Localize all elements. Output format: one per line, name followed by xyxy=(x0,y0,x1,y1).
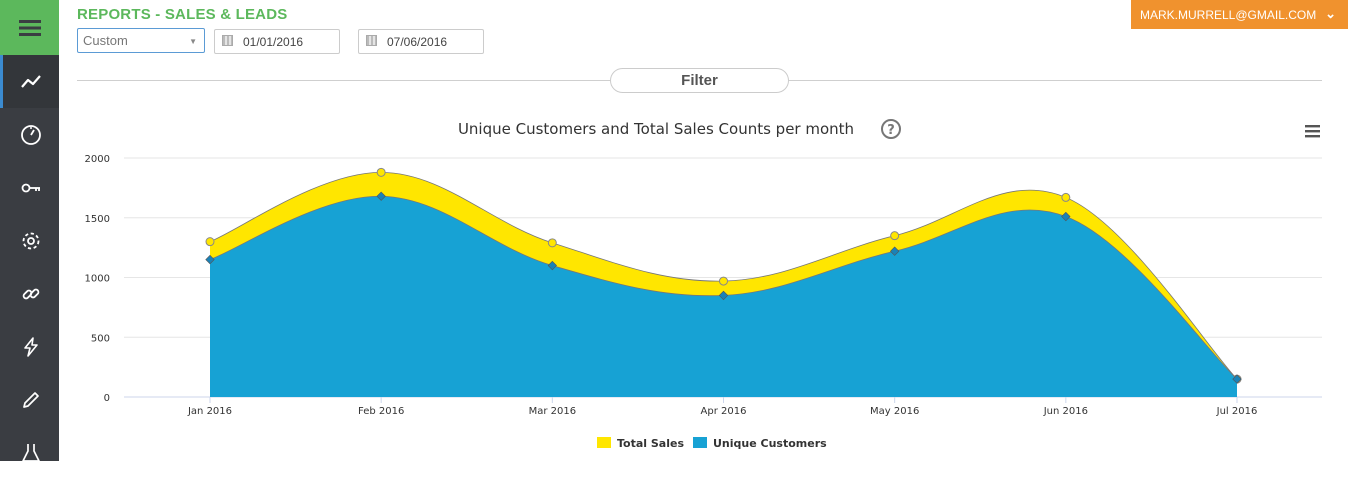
page-title: REPORTS - SALES & LEADS xyxy=(77,6,288,23)
calendar-icon xyxy=(366,35,377,46)
calendar-icon xyxy=(222,35,233,46)
legend-label[interactable]: Total Sales xyxy=(617,437,684,450)
user-menu-button[interactable]: MARK.MURRELL@GMAIL.COM ⌄ xyxy=(1131,0,1348,29)
sidebar-item-automation[interactable] xyxy=(0,320,59,373)
sidebar-item-keys[interactable] xyxy=(0,161,59,214)
x-tick-label: Apr 2016 xyxy=(701,406,747,417)
y-tick-label: 500 xyxy=(91,333,110,344)
gauge-icon xyxy=(21,124,41,145)
filter-button[interactable]: Filter xyxy=(610,68,789,93)
sidebar-item-dashboard[interactable] xyxy=(0,108,59,161)
chart-title: Unique Customers and Total Sales Counts … xyxy=(458,120,854,138)
sidebar-item-links[interactable] xyxy=(0,267,59,320)
chart-series xyxy=(205,167,1242,397)
filter-label: Filter xyxy=(681,72,718,89)
hamburger-menu-button[interactable] xyxy=(0,0,59,55)
data-point[interactable] xyxy=(376,191,386,201)
date-range-select[interactable]: Custom ▼ xyxy=(77,28,205,53)
date-range-value: Custom xyxy=(83,33,128,48)
link-icon xyxy=(22,288,40,299)
data-point[interactable] xyxy=(1061,192,1071,202)
data-point[interactable] xyxy=(890,231,900,241)
y-axis: 0 500 1000 1500 2000 xyxy=(85,154,110,404)
sidebar xyxy=(0,0,59,462)
chart-menu-icon[interactable] xyxy=(1305,125,1320,138)
key-icon xyxy=(21,183,40,192)
trend-line-icon xyxy=(21,74,41,88)
chevron-down-icon: ▼ xyxy=(189,37,197,46)
area-chart: Unique Customers and Total Sales Counts … xyxy=(85,119,1322,450)
data-point[interactable] xyxy=(205,254,215,265)
x-axis: Jan 2016 Feb 2016 Mar 2016 Apr 2016 May 2016… xyxy=(187,397,1257,417)
sidebar-item-edit[interactable] xyxy=(0,373,59,426)
x-tick-label: Jun 2016 xyxy=(1043,406,1088,417)
x-tick-label: Jul 2016 xyxy=(1216,406,1258,417)
data-point[interactable] xyxy=(205,237,215,247)
x-tick-label: May 2016 xyxy=(870,406,919,417)
date-to-field[interactable]: 07/06/2016 xyxy=(358,29,484,54)
date-to-value: 07/06/2016 xyxy=(387,35,448,49)
x-tick-label: Feb 2016 xyxy=(358,406,404,417)
gear-icon xyxy=(22,232,40,249)
y-tick-label: 2000 xyxy=(85,154,110,165)
data-point[interactable] xyxy=(1232,374,1242,384)
pencil-icon xyxy=(23,391,39,408)
x-tick-label: Jan 2016 xyxy=(187,406,232,417)
date-from-value: 01/01/2016 xyxy=(243,35,304,49)
data-point[interactable] xyxy=(1061,211,1071,222)
x-tick-label: Mar 2016 xyxy=(529,406,577,417)
chart-legend[interactable]: Total Sales Unique Customers xyxy=(597,437,827,450)
sidebar-item-reports[interactable] xyxy=(0,55,59,108)
data-point[interactable] xyxy=(376,167,386,177)
data-point[interactable] xyxy=(718,290,729,301)
hamburger-icon xyxy=(18,19,41,36)
legend-swatch[interactable] xyxy=(597,437,611,448)
date-from-field[interactable]: 01/01/2016 xyxy=(214,29,340,54)
y-tick-label: 1500 xyxy=(85,214,110,225)
help-icon[interactable]: ? xyxy=(881,119,901,139)
legend-label[interactable]: Unique Customers xyxy=(713,437,827,450)
legend-swatch[interactable] xyxy=(693,437,707,448)
sidebar-item-settings[interactable] xyxy=(0,214,59,267)
data-point[interactable] xyxy=(719,276,728,286)
data-point[interactable] xyxy=(547,260,558,271)
data-point[interactable] xyxy=(547,238,557,248)
lightning-icon xyxy=(24,336,38,357)
user-email: MARK.MURRELL@GMAIL.COM xyxy=(1140,7,1317,22)
chevron-down-icon: ⌄ xyxy=(1325,6,1336,21)
y-tick-label: 0 xyxy=(104,393,110,404)
svg-text:?: ? xyxy=(887,123,895,138)
y-tick-label: 1000 xyxy=(85,274,110,285)
data-point[interactable] xyxy=(889,246,900,256)
